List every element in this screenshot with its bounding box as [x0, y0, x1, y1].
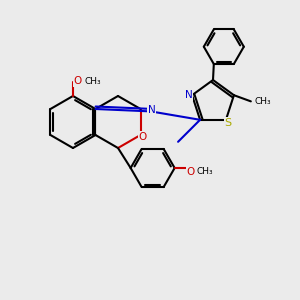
Text: CH₃: CH₃: [85, 76, 102, 85]
Text: S: S: [224, 118, 232, 128]
Text: O: O: [138, 132, 147, 142]
Text: CH₃: CH₃: [196, 167, 213, 176]
Text: N: N: [185, 90, 193, 100]
Text: N: N: [148, 105, 156, 116]
Text: CH₃: CH₃: [255, 97, 272, 106]
Text: O: O: [74, 76, 82, 86]
Text: O: O: [187, 167, 195, 177]
